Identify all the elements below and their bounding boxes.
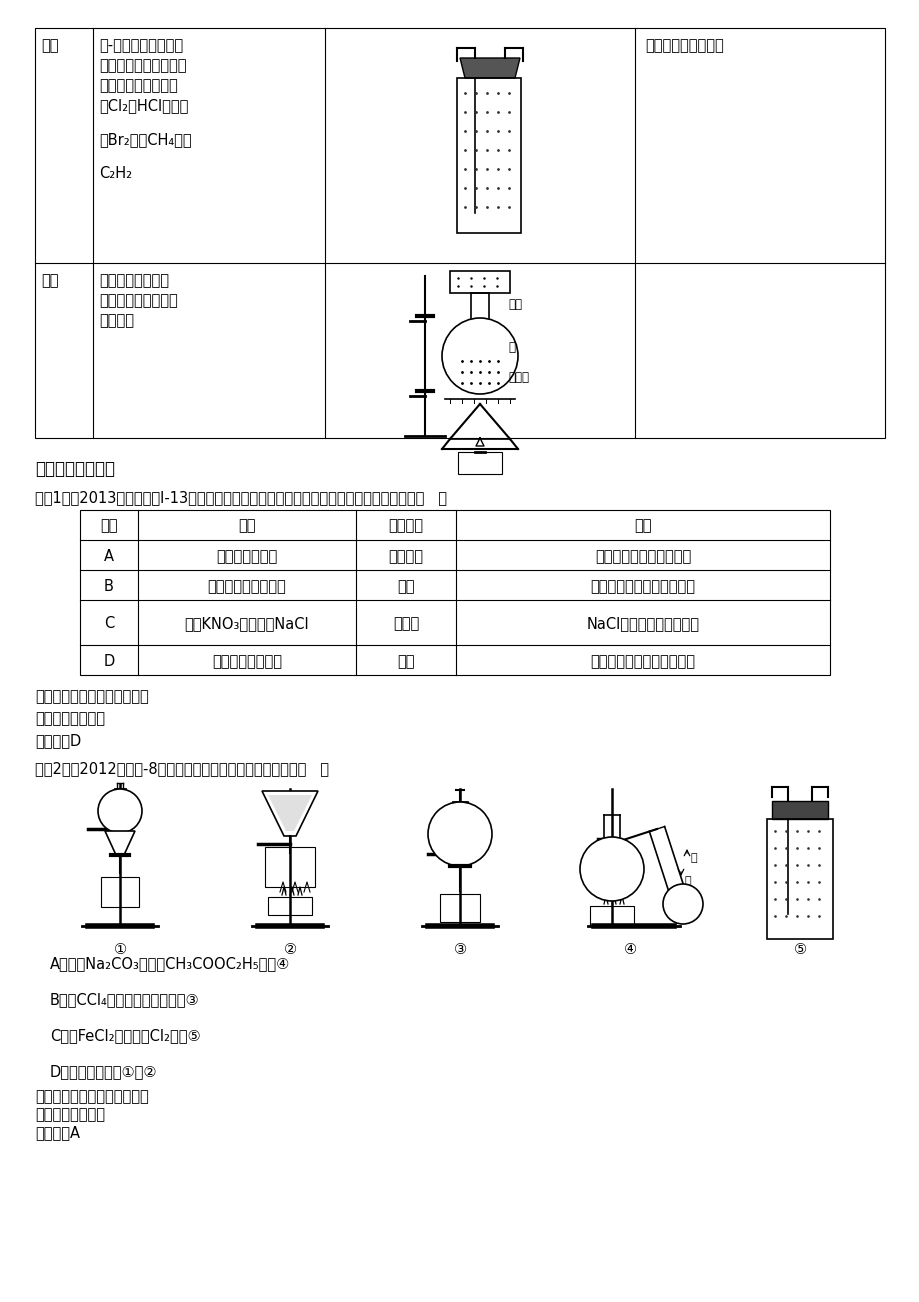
Text: 分离溶于水的碘: 分离溶于水的碘 xyxy=(216,549,278,564)
Text: 除去丁醇中的乙醚: 除去丁醇中的乙醚 xyxy=(211,654,282,669)
Circle shape xyxy=(579,837,643,901)
Text: ⑤: ⑤ xyxy=(792,943,806,957)
Text: C．用FeCl₂溶液吸收Cl₂，选⑤: C．用FeCl₂溶液吸收Cl₂，选⑤ xyxy=(50,1029,200,1043)
Text: 萘的提纯: 萘的提纯 xyxy=(99,312,134,328)
Text: 碘: 碘 xyxy=(507,341,515,354)
Bar xyxy=(80,510,829,674)
Text: 碘在乙醇中的溶解度较大: 碘在乙醇中的溶解度较大 xyxy=(595,549,690,564)
Text: 混合气体通入洗气瓶: 混合气体通入洗气瓶 xyxy=(644,38,723,53)
Text: 【答案】D: 【答案】D xyxy=(35,733,81,749)
Text: 分离不升华与易升: 分离不升华与易升 xyxy=(99,273,169,288)
Bar xyxy=(766,819,832,939)
Text: 【例2】（2012年北京-8）下列实验中，所选装置不合理的是（   ）: 【例2】（2012年北京-8）下列实验中，所选装置不合理的是（ ） xyxy=(35,760,329,776)
Text: 分离乙酸乙酯和乙醇: 分离乙酸乙酯和乙醇 xyxy=(208,579,286,594)
Bar xyxy=(267,897,312,915)
Text: NaCl在水中的溶解度很大: NaCl在水中的溶解度很大 xyxy=(586,616,698,631)
Polygon shape xyxy=(105,831,135,855)
Text: 分液: 分液 xyxy=(397,579,414,594)
Text: 去Cl₂中HCl杂质，: 去Cl₂中HCl杂质， xyxy=(99,98,188,113)
Text: 选项: 选项 xyxy=(100,518,118,533)
Text: 洗气: 洗气 xyxy=(41,38,59,53)
Text: 升华: 升华 xyxy=(41,273,59,288)
Text: 分离方法: 分离方法 xyxy=(388,518,423,533)
Text: ②: ② xyxy=(283,943,296,957)
Text: 【答案】A: 【答案】A xyxy=(35,1125,80,1141)
Text: ④: ④ xyxy=(623,943,636,957)
Bar xyxy=(101,878,139,907)
Bar xyxy=(35,29,884,437)
Circle shape xyxy=(98,789,142,833)
Text: 重结晶: 重结晶 xyxy=(392,616,419,631)
Text: 【知识点】物质的分离与提纯: 【知识点】物质的分离与提纯 xyxy=(35,689,149,704)
Text: 丁醇与乙醚的沸点相差较大: 丁醇与乙醚的沸点相差较大 xyxy=(590,654,695,669)
Text: ①: ① xyxy=(113,943,127,957)
Text: 与试剂溶解或反应）。: 与试剂溶解或反应）。 xyxy=(99,59,187,73)
Text: ③: ③ xyxy=(453,943,466,957)
Bar xyxy=(265,848,314,887)
Bar xyxy=(771,801,827,819)
Bar xyxy=(449,271,509,293)
Text: 原理: 原理 xyxy=(633,518,651,533)
Text: 三、典型例题解析: 三、典型例题解析 xyxy=(35,460,115,478)
Text: 水: 水 xyxy=(690,853,697,863)
Text: D．粗盐提纯，选①和②: D．粗盐提纯，选①和② xyxy=(50,1064,157,1079)
Text: B．用CCl₄提取碘水中的碘，选③: B．用CCl₄提取碘水中的碘，选③ xyxy=(50,992,199,1006)
Text: 石棉网: 石棉网 xyxy=(507,371,528,384)
Text: 【能力层次】理解: 【能力层次】理解 xyxy=(35,1107,105,1122)
Bar xyxy=(589,906,633,926)
Text: D: D xyxy=(103,654,115,669)
Text: 水: 水 xyxy=(685,876,691,885)
Text: 蒸馏: 蒸馏 xyxy=(397,654,414,669)
Text: 乙酸乙酯和乙醇的密度不同: 乙酸乙酯和乙醇的密度不同 xyxy=(590,579,695,594)
Polygon shape xyxy=(262,792,318,836)
Text: 冷水: 冷水 xyxy=(507,298,521,311)
Text: 华的物质。例：碘、: 华的物质。例：碘、 xyxy=(99,293,177,309)
Polygon shape xyxy=(460,59,519,78)
Text: B: B xyxy=(104,579,114,594)
Text: A: A xyxy=(104,549,114,564)
Text: C: C xyxy=(104,616,114,631)
Circle shape xyxy=(663,884,702,924)
Text: 用Br₂水除CH₄中的: 用Br₂水除CH₄中的 xyxy=(99,132,191,147)
Polygon shape xyxy=(267,796,312,831)
Text: 除去KNO₃固体中的NaCl: 除去KNO₃固体中的NaCl xyxy=(185,616,309,631)
Text: 乙醇萃取: 乙醇萃取 xyxy=(388,549,423,564)
Bar xyxy=(439,894,480,922)
Circle shape xyxy=(427,802,492,866)
Text: 例：用饱和食盐水除: 例：用饱和食盐水除 xyxy=(99,78,177,92)
Text: 目的: 目的 xyxy=(238,518,255,533)
Text: 【知识点】物质的分离与提纯: 【知识点】物质的分离与提纯 xyxy=(35,1088,149,1104)
Text: 【例1】（2013年新课标卷I-13）下列实验中，所采取的分离方法与对应的原理都正确的是（   ）: 【例1】（2013年新课标卷I-13）下列实验中，所采取的分离方法与对应的原理都… xyxy=(35,490,447,505)
Bar xyxy=(457,78,520,233)
Text: C₂H₂: C₂H₂ xyxy=(99,165,132,181)
Text: A．分离Na₂CO₃溶液和CH₃COOC₂H₅，选④: A．分离Na₂CO₃溶液和CH₃COOC₂H₅，选④ xyxy=(50,956,289,971)
Bar xyxy=(458,452,502,474)
Text: 气-气分离（杂质气体: 气-气分离（杂质气体 xyxy=(99,38,183,53)
Text: 【能力层次】理解: 【能力层次】理解 xyxy=(35,711,105,727)
